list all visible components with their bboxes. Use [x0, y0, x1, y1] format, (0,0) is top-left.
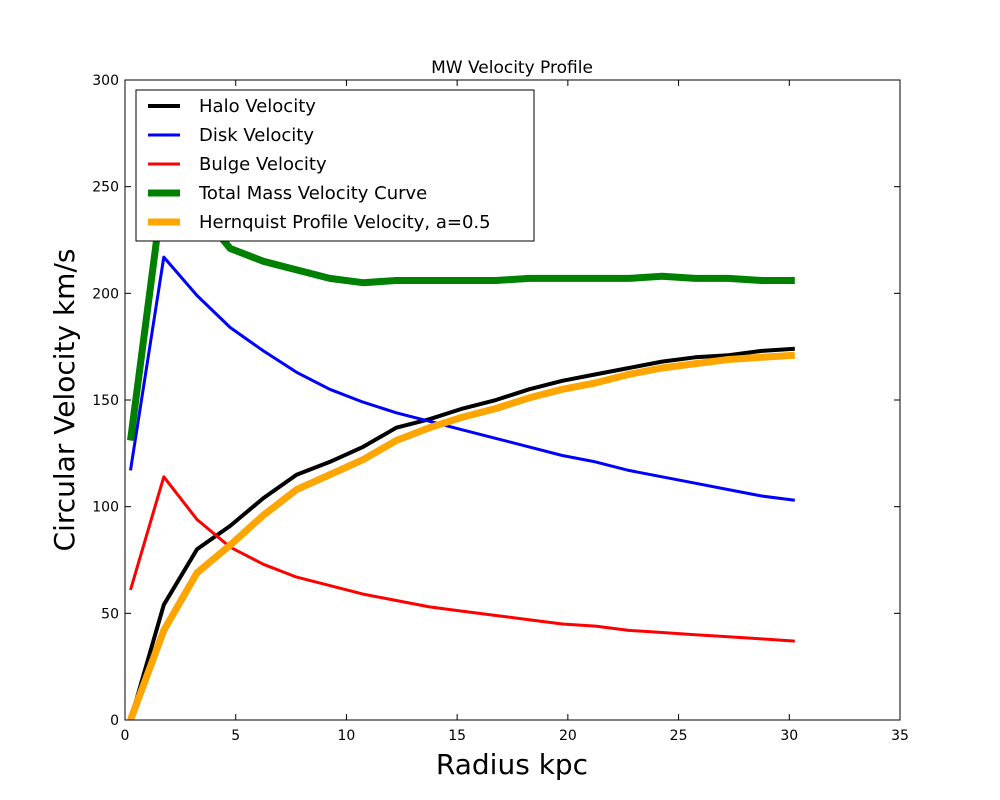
y-tick-label: 200 [92, 286, 119, 302]
series-line-total-mass-velocity-curve [127, 181, 795, 441]
y-tick-label: 150 [92, 393, 119, 409]
x-tick-label: 30 [780, 728, 798, 744]
x-tick-label: 25 [670, 728, 688, 744]
series-layer [127, 181, 796, 720]
x-tick-label: 35 [891, 728, 909, 744]
y-tick-label: 0 [110, 713, 119, 729]
x-tick-label: 20 [559, 728, 577, 744]
chart-title: MW Velocity Profile [431, 58, 593, 78]
series-line-bulge-velocity [129, 475, 795, 643]
x-tick-label: 5 [231, 728, 240, 744]
legend-box [135, 89, 535, 242]
legend-label-total-mass-velocity-curve: Total Mass Velocity Curve [198, 183, 427, 204]
legend: Halo Velocity Disk Velocity Bulge Velocity… [135, 89, 535, 242]
x-tick-label: 0 [121, 728, 130, 744]
x-tick-label: 15 [448, 728, 466, 744]
series-line-halo-velocity [128, 346, 795, 720]
series-line-hernquist-profile-velocity-a-0-5 [127, 351, 796, 720]
y-tick-label: 50 [101, 606, 119, 622]
y-tick-label: 100 [92, 500, 119, 516]
x-axis-label: Radius kpc [436, 748, 588, 781]
legend-label-halo-velocity: Halo Velocity [199, 96, 316, 117]
legend-label-bulge-velocity: Bulge Velocity [199, 154, 327, 175]
legend-label-hernquist-profile-velocity-a-0-5: Hernquist Profile Velocity, a=0.5 [199, 212, 491, 233]
y-tick-label: 300 [92, 73, 119, 89]
x-tick-label: 10 [338, 728, 356, 744]
y-axis-label: Circular Velocity km/s [48, 249, 81, 552]
axis-ticks: 0 5 10 15 20 25 30 35 0 50 100 150 200 250 300 [92, 73, 909, 744]
legend-label-disk-velocity: Disk Velocity [199, 125, 314, 146]
y-tick-label: 250 [92, 180, 119, 196]
series-line-disk-velocity [129, 255, 795, 502]
